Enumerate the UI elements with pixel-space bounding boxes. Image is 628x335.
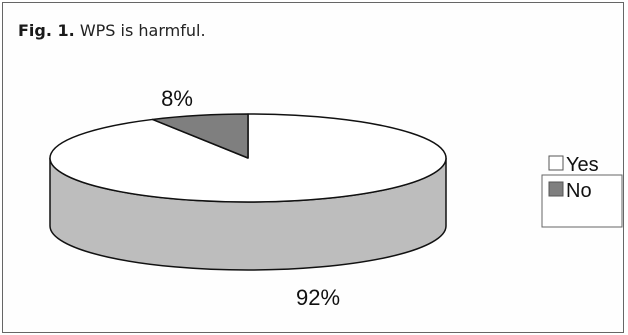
legend-label-no: No xyxy=(566,180,592,202)
legend-swatch-no xyxy=(548,181,564,197)
figure-caption-text: WPS is harmful. xyxy=(79,21,206,40)
legend-label-yes: Yes xyxy=(566,154,599,176)
pie-slice-no xyxy=(151,113,249,159)
legend: Yes No xyxy=(541,154,623,228)
legend-swatch-yes xyxy=(548,155,564,171)
figure-label: Fig. 1. xyxy=(18,21,75,40)
slice-label-yes: 92% xyxy=(296,285,340,310)
slice-label-no: 8% xyxy=(161,86,193,111)
figure-caption: Fig. 1. WPS is harmful. xyxy=(18,21,206,40)
